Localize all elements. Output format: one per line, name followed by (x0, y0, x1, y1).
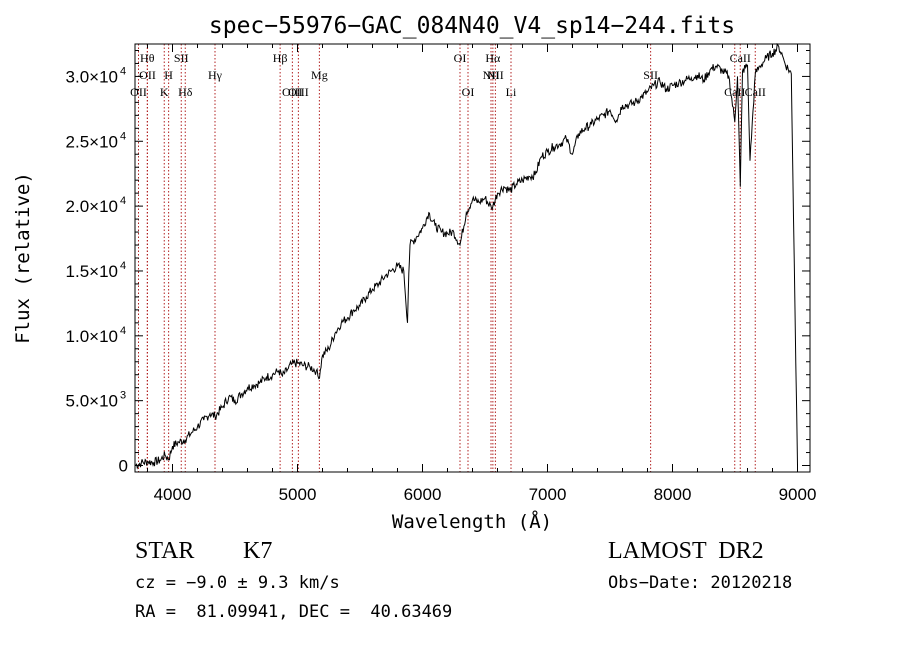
y-tick-exponent: 4 (120, 325, 126, 337)
y-tick-exponent: 4 (120, 65, 126, 77)
x-tick-label: 6000 (404, 485, 442, 504)
y-tick-label: 1.0×10 (66, 327, 118, 346)
redshift-text: cz = −9.0 ± 9.3 km/s (135, 573, 340, 593)
survey-name: LAMOST DR2 (608, 538, 764, 564)
line-marker-label: SII (643, 68, 658, 82)
y-tick-label: 3.0×10 (66, 67, 118, 86)
plot-frame (134, 43, 811, 473)
emission-line-markers (138, 44, 756, 472)
x-axis-label: Wavelength (Å) (392, 510, 552, 533)
line-marker-label: H (164, 68, 173, 82)
line-marker-label: Hδ (178, 85, 193, 99)
line-marker-label: OI (454, 51, 467, 65)
y-tick-label: 0 (119, 457, 128, 476)
y-axis-ticks: 05.0×10 31.0×10 41.5×10 42.0×10 42.5×10 43.0×… (66, 49, 810, 476)
line-marker-label: SII (174, 51, 189, 65)
spectral-subclass: K7 (243, 538, 273, 564)
spectrum-line (134, 42, 798, 470)
x-tick-label: 9000 (779, 485, 817, 504)
x-tick-label: 7000 (529, 485, 567, 504)
line-marker-label: K (160, 85, 169, 99)
line-marker-label: Hα (485, 51, 501, 65)
line-marker-label: CaII (730, 51, 751, 65)
line-marker-label: Mg (311, 68, 328, 82)
y-tick-label: 2.5×10 (66, 132, 118, 151)
y-tick-exponent: 4 (120, 195, 126, 207)
line-marker-label: OI (462, 85, 475, 99)
y-tick-exponent: 4 (120, 130, 126, 142)
line-marker-label: NII (483, 68, 500, 82)
line-marker-label: Hθ (140, 51, 155, 65)
x-tick-label: 8000 (654, 485, 692, 504)
object-type: STAR (135, 538, 195, 564)
x-axis-ticks: 4000 5000 6000 7000 8000 9000 (147, 44, 817, 504)
x-tick-label: 5000 (279, 485, 317, 504)
y-tick-exponent: 4 (120, 260, 126, 272)
line-marker-label: CaII (724, 85, 745, 99)
y-tick-exponent: 3 (120, 390, 126, 402)
y-tick-label: 1.5×10 (66, 262, 118, 281)
emission-line-labels: OIIHθOIIKHSIIHδHγHβOIIIOIIIMgOIOINIIHαNI… (130, 51, 766, 99)
x-tick-label: 4000 (154, 485, 192, 504)
line-marker-label: OIII (288, 85, 309, 99)
chart-title: spec−55976−GAC_084N40_V4_sp14−244.fits (209, 13, 735, 39)
line-marker-label: Li (506, 85, 517, 99)
line-marker-label: Hβ (273, 51, 288, 65)
y-tick-label: 2.0×10 (66, 197, 118, 216)
y-axis-label: Flux (relative) (12, 172, 34, 344)
y-tick-label: 5.0×10 (66, 392, 118, 411)
line-marker-label: OIII (282, 85, 303, 99)
line-marker-label: Hγ (208, 68, 223, 82)
coordinates-text: RA = 81.09941, DEC = 40.63469 (135, 602, 453, 622)
line-marker-label: CaII (745, 85, 766, 99)
obs-date-text: Obs−Date: 20120218 (608, 573, 793, 593)
line-marker-label: OII (130, 85, 147, 99)
line-marker-label: NII (487, 68, 504, 82)
line-marker-label: OII (139, 68, 156, 82)
